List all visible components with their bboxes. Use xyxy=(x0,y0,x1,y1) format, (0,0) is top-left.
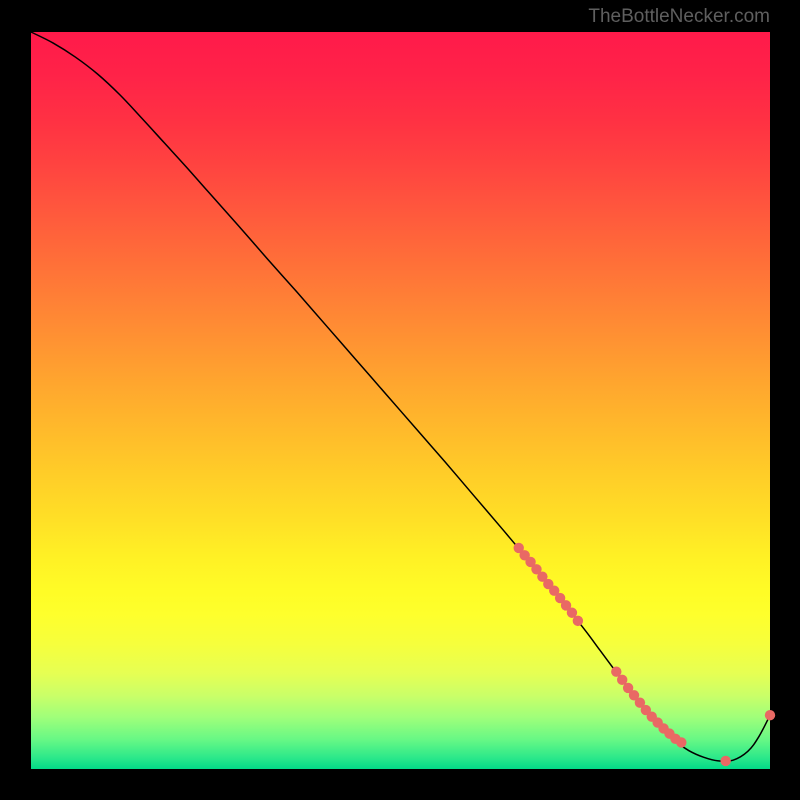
data-marker xyxy=(765,710,775,720)
attribution-watermark: TheBottleNecker.com xyxy=(588,6,770,28)
chart-overlay-svg xyxy=(31,32,770,769)
chart-plot-area xyxy=(31,32,770,769)
bottleneck-curve xyxy=(31,32,770,761)
data-marker xyxy=(573,616,583,626)
data-marker xyxy=(720,756,730,766)
data-marker xyxy=(676,737,686,747)
